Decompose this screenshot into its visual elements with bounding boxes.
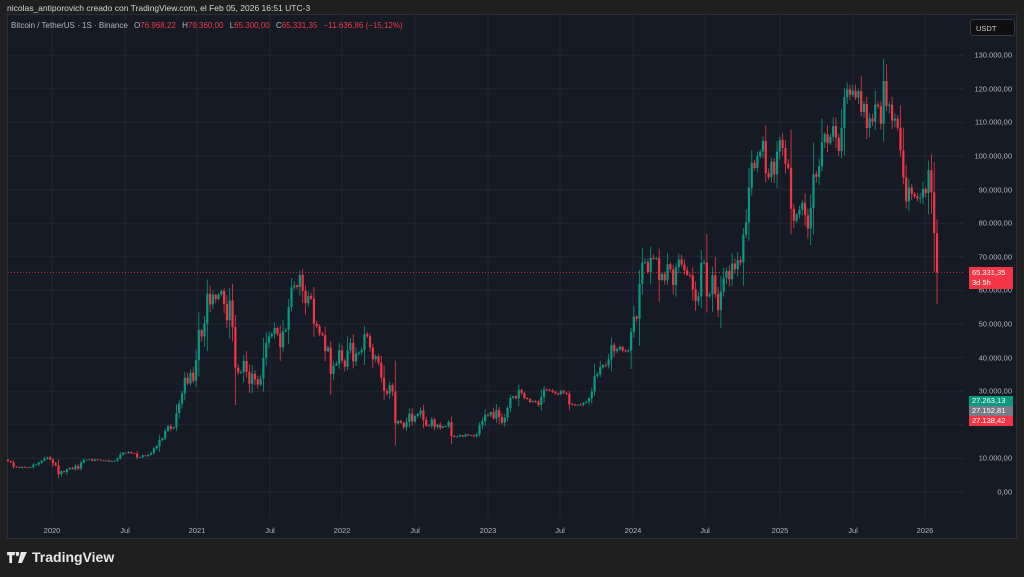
time-axis-label: Jul: [265, 526, 275, 535]
price-axis-label: 10.000,00: [978, 453, 1012, 463]
price-tag-green: 27.263,13: [969, 396, 1013, 406]
price-axis-label: 50.000,00: [978, 319, 1012, 329]
tradingview-logo[interactable]: TradingView: [7, 549, 114, 565]
last-price-tag: 65.331,35 3d 5h: [969, 267, 1013, 289]
price-axis-label: 40.000,00: [978, 353, 1012, 363]
logo-text: TradingView: [32, 549, 115, 565]
time-axis-label: 2021: [188, 526, 206, 535]
price-axis-label: 70.000,00: [978, 252, 1012, 262]
price-axis-label: 0,00: [997, 487, 1012, 497]
price-axis-label: 100.000,00: [974, 151, 1012, 161]
price-axis-label: 130.000,00: [974, 50, 1012, 60]
time-axis-label: 2024: [624, 526, 642, 535]
chart-credit: nicolas_antiporovich creado con TradingV…: [7, 3, 311, 13]
time-axis-label: Jul: [555, 526, 565, 535]
ohlc-legend: Bitcoin / TetherUS · 1S · Binance O76.96…: [11, 21, 403, 30]
price-axis-label: 120.000,00: [974, 84, 1012, 94]
open-value: 76.968,22: [140, 21, 176, 30]
time-axis-label: Jul: [120, 526, 130, 535]
price-tag-red: 27.138,42: [969, 416, 1013, 426]
time-axis-label: Jul: [848, 526, 858, 535]
change-value: −11.636,86 (−15,12%): [323, 21, 403, 30]
time-axis-label: 2020: [43, 526, 61, 535]
price-tag-gray: 27.152,81: [969, 406, 1013, 416]
chart-area[interactable]: [7, 14, 1017, 539]
low-value: 65.300,00: [234, 21, 270, 30]
price-axis-label: 30.000,00: [978, 386, 1012, 396]
time-axis-label: 2025: [771, 526, 789, 535]
currency-button[interactable]: USDT: [970, 19, 1015, 36]
time-axis-label: 2023: [479, 526, 497, 535]
price-axis-label: 90.000,00: [978, 185, 1012, 195]
price-axis-label: 60.000,00: [978, 285, 1012, 295]
time-axis-label: 2022: [333, 526, 351, 535]
price-axis-label: 110.000,00: [975, 117, 1012, 127]
bar-countdown: 3d 5h: [972, 278, 991, 287]
close-value: 65.331,35: [281, 21, 318, 30]
price-axis-label: 80.000,00: [978, 218, 1012, 228]
time-axis-label: Jul: [410, 526, 420, 535]
high-value: 79.360,00: [187, 21, 224, 30]
tradingview-logo-icon: [7, 551, 27, 563]
symbol-title: Bitcoin / TetherUS · 1S · Binance: [11, 21, 128, 30]
time-axis-label: Jul: [700, 526, 710, 535]
time-axis-label: 2026: [916, 526, 934, 535]
